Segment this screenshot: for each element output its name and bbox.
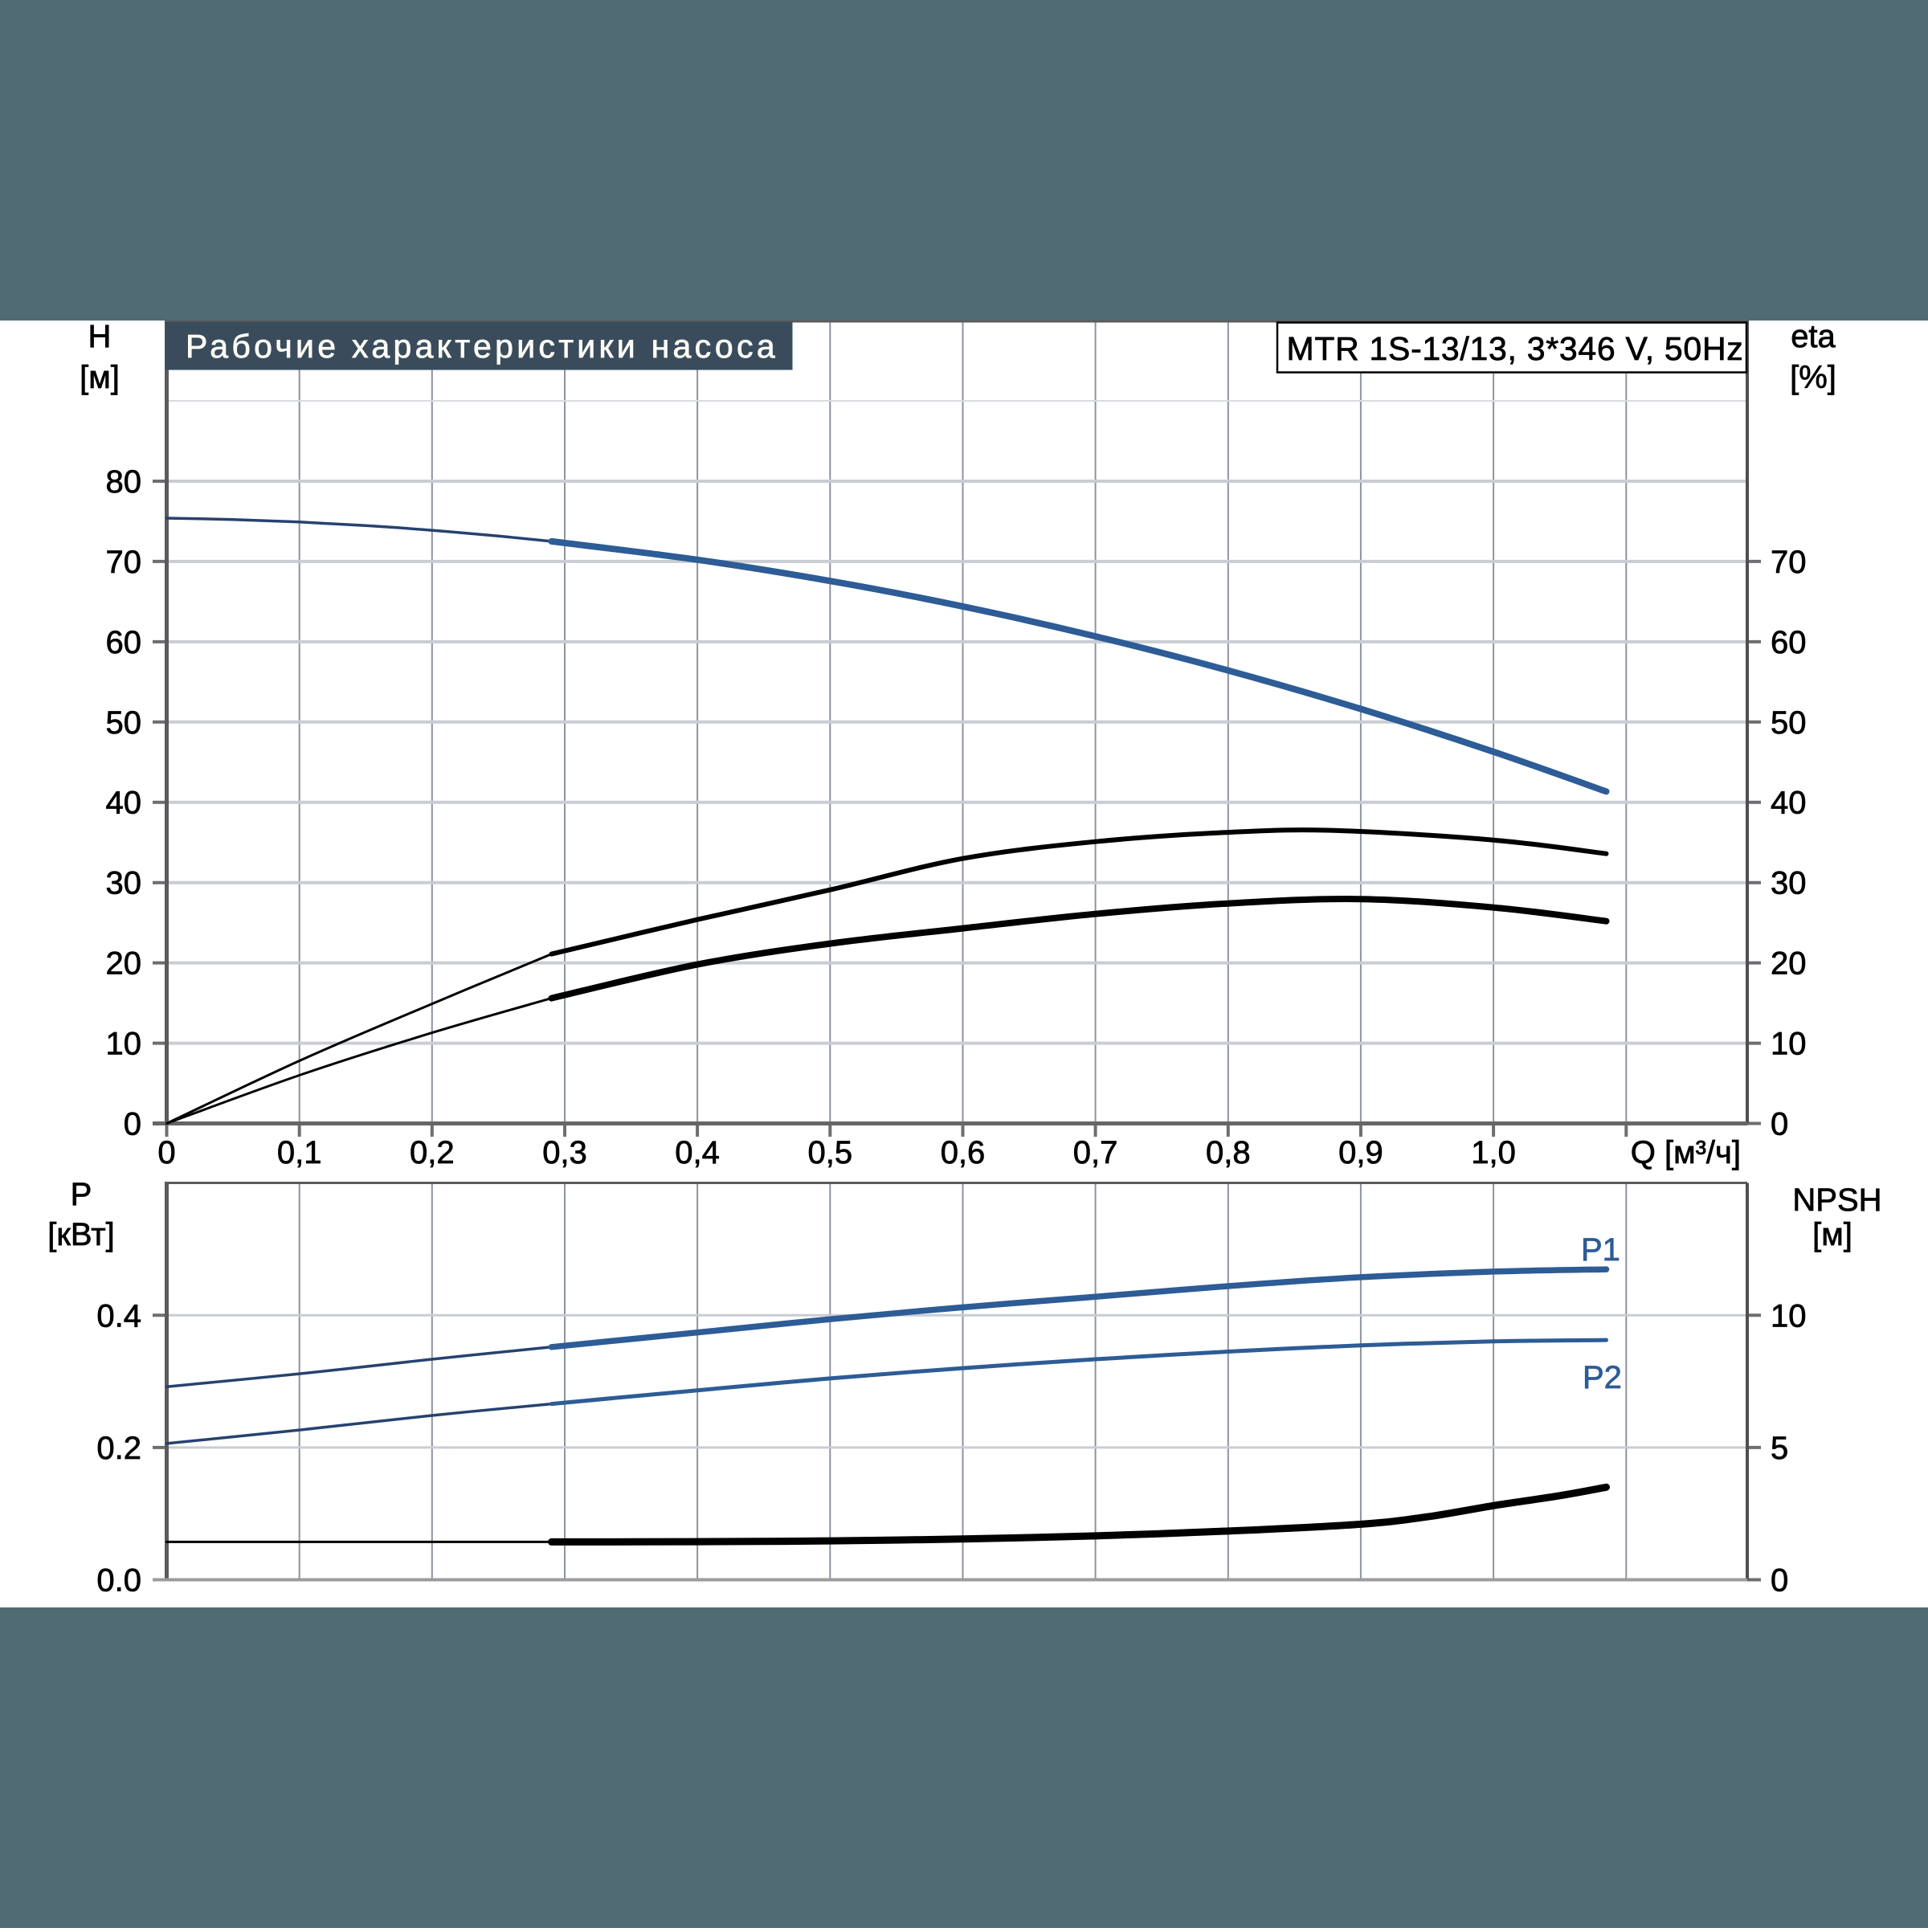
svg-text:70: 70: [1771, 545, 1807, 580]
svg-text:10: 10: [1771, 1298, 1807, 1334]
svg-text:60: 60: [106, 625, 142, 660]
svg-text:0,5: 0,5: [807, 1135, 852, 1170]
svg-text:Рабочие характеристики насоса: Рабочие характеристики насоса: [186, 328, 778, 365]
svg-text:10: 10: [1771, 1027, 1807, 1062]
svg-text:0: 0: [1771, 1107, 1788, 1142]
svg-text:0,3: 0,3: [542, 1135, 587, 1170]
svg-text:P2: P2: [1583, 1360, 1622, 1395]
svg-text:0,9: 0,9: [1338, 1135, 1383, 1170]
svg-text:0.0: 0.0: [96, 1563, 141, 1599]
svg-text:0,4: 0,4: [675, 1135, 720, 1170]
svg-text:0: 0: [1771, 1563, 1788, 1599]
svg-text:[м]: [м]: [80, 360, 120, 395]
svg-text:30: 30: [1771, 866, 1807, 901]
svg-text:40: 40: [106, 786, 142, 821]
svg-text:0: 0: [124, 1107, 141, 1142]
svg-text:[%]: [%]: [1790, 360, 1836, 395]
svg-text:0,1: 0,1: [277, 1135, 322, 1170]
svg-text:0,7: 0,7: [1073, 1135, 1118, 1170]
svg-text:80: 80: [106, 464, 142, 500]
svg-text:40: 40: [1771, 786, 1807, 821]
svg-text:0.2: 0.2: [96, 1431, 141, 1466]
svg-text:50: 50: [106, 705, 142, 741]
svg-text:0.4: 0.4: [96, 1298, 141, 1334]
svg-text:[м]: [м]: [1812, 1217, 1852, 1252]
svg-text:60: 60: [1771, 625, 1807, 660]
svg-text:MTR 1S-13/13, 3*346 V, 50Hz: MTR 1S-13/13, 3*346 V, 50Hz: [1287, 330, 1744, 367]
svg-text:0,8: 0,8: [1206, 1135, 1251, 1170]
svg-text:0: 0: [157, 1135, 175, 1170]
svg-text:50: 50: [1771, 705, 1807, 741]
svg-text:5: 5: [1771, 1431, 1788, 1466]
svg-text:20: 20: [1771, 946, 1807, 982]
svg-text:P: P: [71, 1177, 92, 1212]
svg-text:NPSH: NPSH: [1792, 1182, 1881, 1218]
svg-text:70: 70: [106, 545, 142, 580]
svg-text:0,2: 0,2: [410, 1135, 455, 1170]
svg-text:30: 30: [106, 866, 142, 901]
svg-text:20: 20: [106, 946, 142, 982]
svg-text:10: 10: [106, 1027, 142, 1062]
svg-text:H: H: [88, 319, 112, 354]
svg-text:1,0: 1,0: [1471, 1135, 1516, 1170]
svg-text:P1: P1: [1581, 1232, 1620, 1268]
svg-text:0,6: 0,6: [941, 1135, 986, 1170]
svg-text:Q [м³/ч]: Q [м³/ч]: [1631, 1135, 1741, 1170]
svg-text:eta: eta: [1791, 319, 1836, 354]
svg-text:[кВт]: [кВт]: [47, 1217, 114, 1252]
